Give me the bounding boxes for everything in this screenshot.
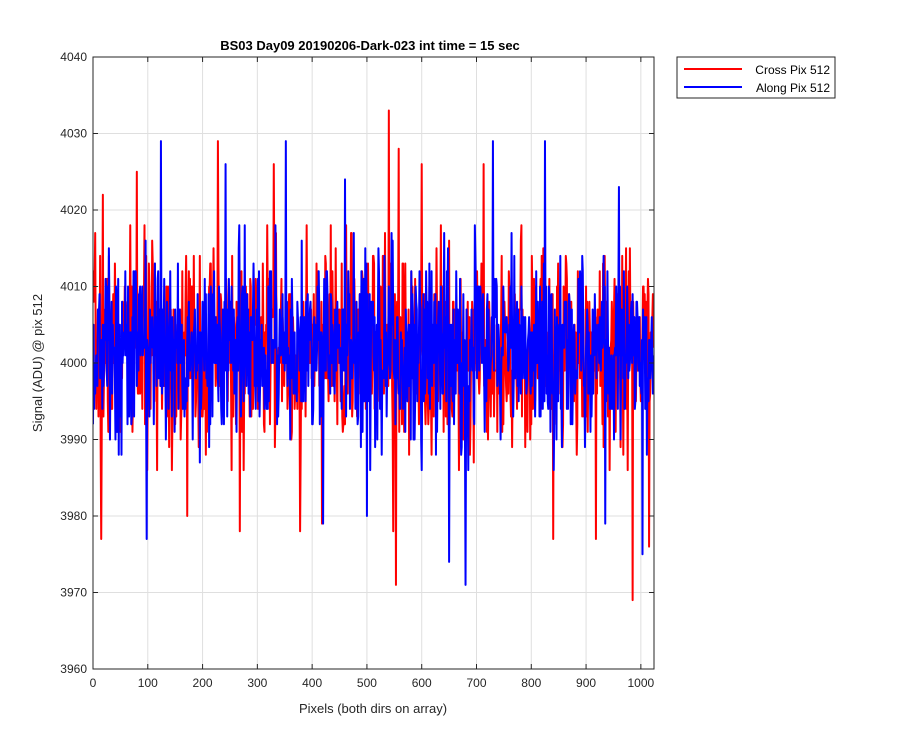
series-line-along-pix xyxy=(93,140,654,586)
y-tick-label: 3970 xyxy=(60,586,87,600)
x-tick-label: 400 xyxy=(302,676,322,690)
x-tick-label: 300 xyxy=(247,676,267,690)
legend-label-along: Along Pix 512 xyxy=(756,81,830,95)
y-tick-label: 4020 xyxy=(60,203,87,217)
y-axis-label: Signal (ADU) @ pix 512 xyxy=(30,294,45,432)
legend-box xyxy=(676,56,836,99)
ticks: 0 100 200 300 400 500 600 700 800 900 1000 3960 3970… xyxy=(60,50,654,690)
x-tick-label: 1000 xyxy=(628,676,655,690)
legend-label-cross: Cross Pix 512 xyxy=(755,63,830,77)
legend: Cross Pix 512 Along Pix 512 xyxy=(676,56,836,99)
y-tick-label: 4010 xyxy=(60,280,87,294)
x-tick-label: 800 xyxy=(521,676,541,690)
x-tick-label: 100 xyxy=(138,676,158,690)
x-tick-label: 0 xyxy=(90,676,97,690)
x-tick-label: 600 xyxy=(412,676,432,690)
y-tick-label: 4000 xyxy=(60,356,87,370)
chart-title: BS03 Day09 20190206-Dark-023 int time = … xyxy=(220,38,520,53)
series-layer xyxy=(93,109,654,602)
x-tick-label: 200 xyxy=(193,676,213,690)
x-tick-label: 900 xyxy=(576,676,596,690)
x-tick-label: 500 xyxy=(357,676,377,690)
x-axis-label: Pixels (both dirs on array) xyxy=(299,701,447,716)
x-tick-label: 700 xyxy=(466,676,486,690)
y-tick-label: 4030 xyxy=(60,127,87,141)
y-tick-label: 3960 xyxy=(60,662,87,676)
y-tick-label: 3980 xyxy=(60,509,87,523)
y-tick-label: 4040 xyxy=(60,50,87,64)
y-tick-label: 3990 xyxy=(60,433,87,447)
